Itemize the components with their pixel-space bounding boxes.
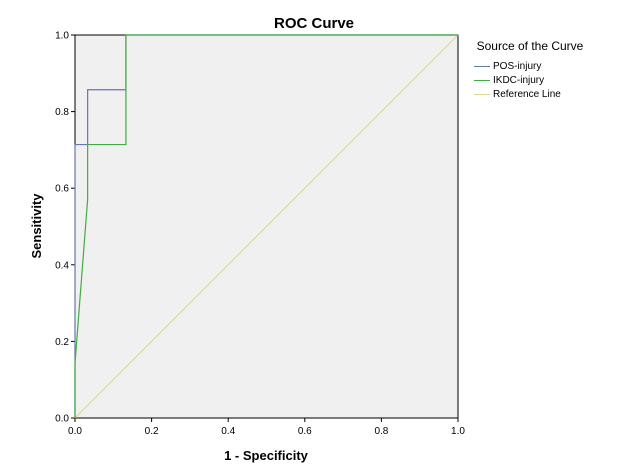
legend-label: POS-injury	[493, 60, 542, 72]
legend-items: POS-injury IKDC-injury Reference Line	[470, 59, 590, 101]
legend-entry: POS-injury	[470, 59, 590, 73]
y-tick-label: 1.0	[55, 31, 69, 42]
legend-swatch	[474, 65, 490, 67]
x-tick-label: 1.0	[451, 426, 465, 437]
legend-entry: IKDC-injury	[470, 73, 590, 87]
legend-swatch	[474, 79, 490, 81]
x-axis-label: 1 - Specificity	[224, 448, 309, 463]
chart-title: ROC Curve	[274, 15, 354, 32]
x-tick-label: 0.4	[221, 426, 235, 437]
legend-label: Reference Line	[493, 88, 561, 100]
series-lines	[74, 34, 459, 419]
y-axis-label: Sensitivity	[29, 193, 44, 259]
x-tick-label: 0.8	[374, 426, 388, 437]
x-tick-label: 0.0	[68, 426, 82, 437]
y-tick-label: 0.8	[55, 107, 69, 118]
legend: Source of the Curve POS-injury IKDC-injur…	[470, 40, 590, 101]
legend-entry: Reference Line	[470, 87, 590, 101]
x-tick-label: 0.6	[298, 426, 312, 437]
series-line-ikdc-injury	[74, 34, 458, 418]
y-tick-label: 0.6	[55, 184, 69, 195]
x-tick-label: 0.2	[145, 426, 159, 437]
legend-title: Source of the Curve	[476, 39, 584, 53]
legend-swatch	[474, 93, 490, 95]
series-line-reference-line	[74, 34, 459, 419]
legend-label: IKDC-injury	[493, 74, 545, 86]
y-tick-label: 0.0	[55, 414, 69, 425]
y-tick-label: 0.4	[55, 260, 69, 271]
y-tick-label: 0.2	[55, 337, 69, 348]
axis-ticks: 0.0 0.2 0.4 0.6 0.8 1.0 0.0 0.2 0.4 0.6 0.8 1.0	[55, 31, 465, 438]
